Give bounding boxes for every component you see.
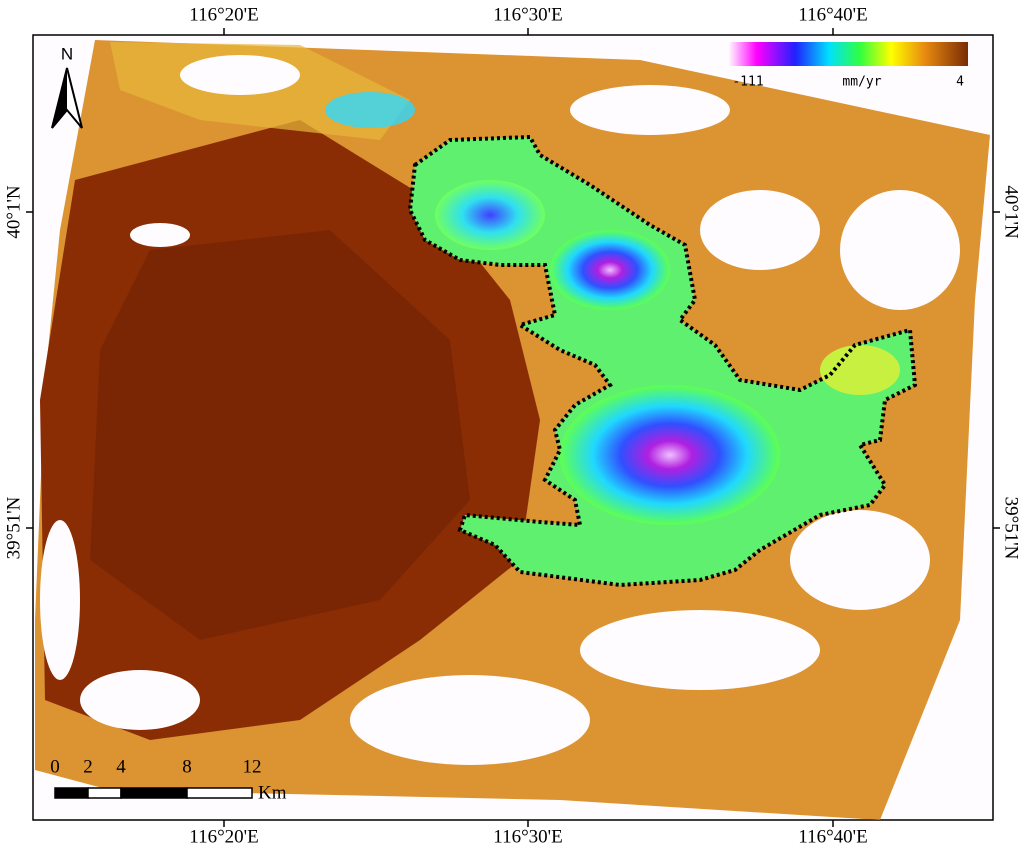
scale-tick: 4 bbox=[116, 756, 126, 777]
lat-label: 40°1'N bbox=[1001, 185, 1022, 239]
lat-label: 40°1'N bbox=[3, 185, 24, 239]
north-label: N bbox=[61, 44, 73, 63]
scale-bar bbox=[54, 787, 253, 799]
lat-label: 39°51'N bbox=[3, 496, 24, 559]
scale-tick: 8 bbox=[182, 756, 192, 777]
lon-label: 116°20'E bbox=[189, 826, 258, 847]
lon-label: 116°20'E bbox=[189, 4, 258, 25]
north-arrow: N bbox=[51, 44, 83, 129]
legend-min: -111 bbox=[732, 75, 763, 90]
scale-tick: 0 bbox=[50, 756, 60, 777]
scale-tick: 12 bbox=[243, 756, 262, 777]
lon-label: 116°40'E bbox=[798, 826, 867, 847]
legend-colorbar bbox=[728, 42, 968, 66]
lon-label: 116°40'E bbox=[798, 4, 867, 25]
lon-label: 116°30'E bbox=[493, 4, 562, 25]
legend-unit: mm/yr bbox=[842, 75, 881, 90]
lat-label: 39°51'N bbox=[1001, 497, 1022, 560]
lon-label: 116°30'E bbox=[493, 826, 562, 847]
legend-max: 4 bbox=[956, 75, 964, 90]
graticule-ticks bbox=[26, 28, 1000, 827]
scale-tick: 2 bbox=[83, 756, 93, 777]
deformation-raster bbox=[35, 40, 990, 820]
subsidence-boundary bbox=[407, 134, 918, 588]
scale-unit: Km bbox=[258, 782, 287, 803]
